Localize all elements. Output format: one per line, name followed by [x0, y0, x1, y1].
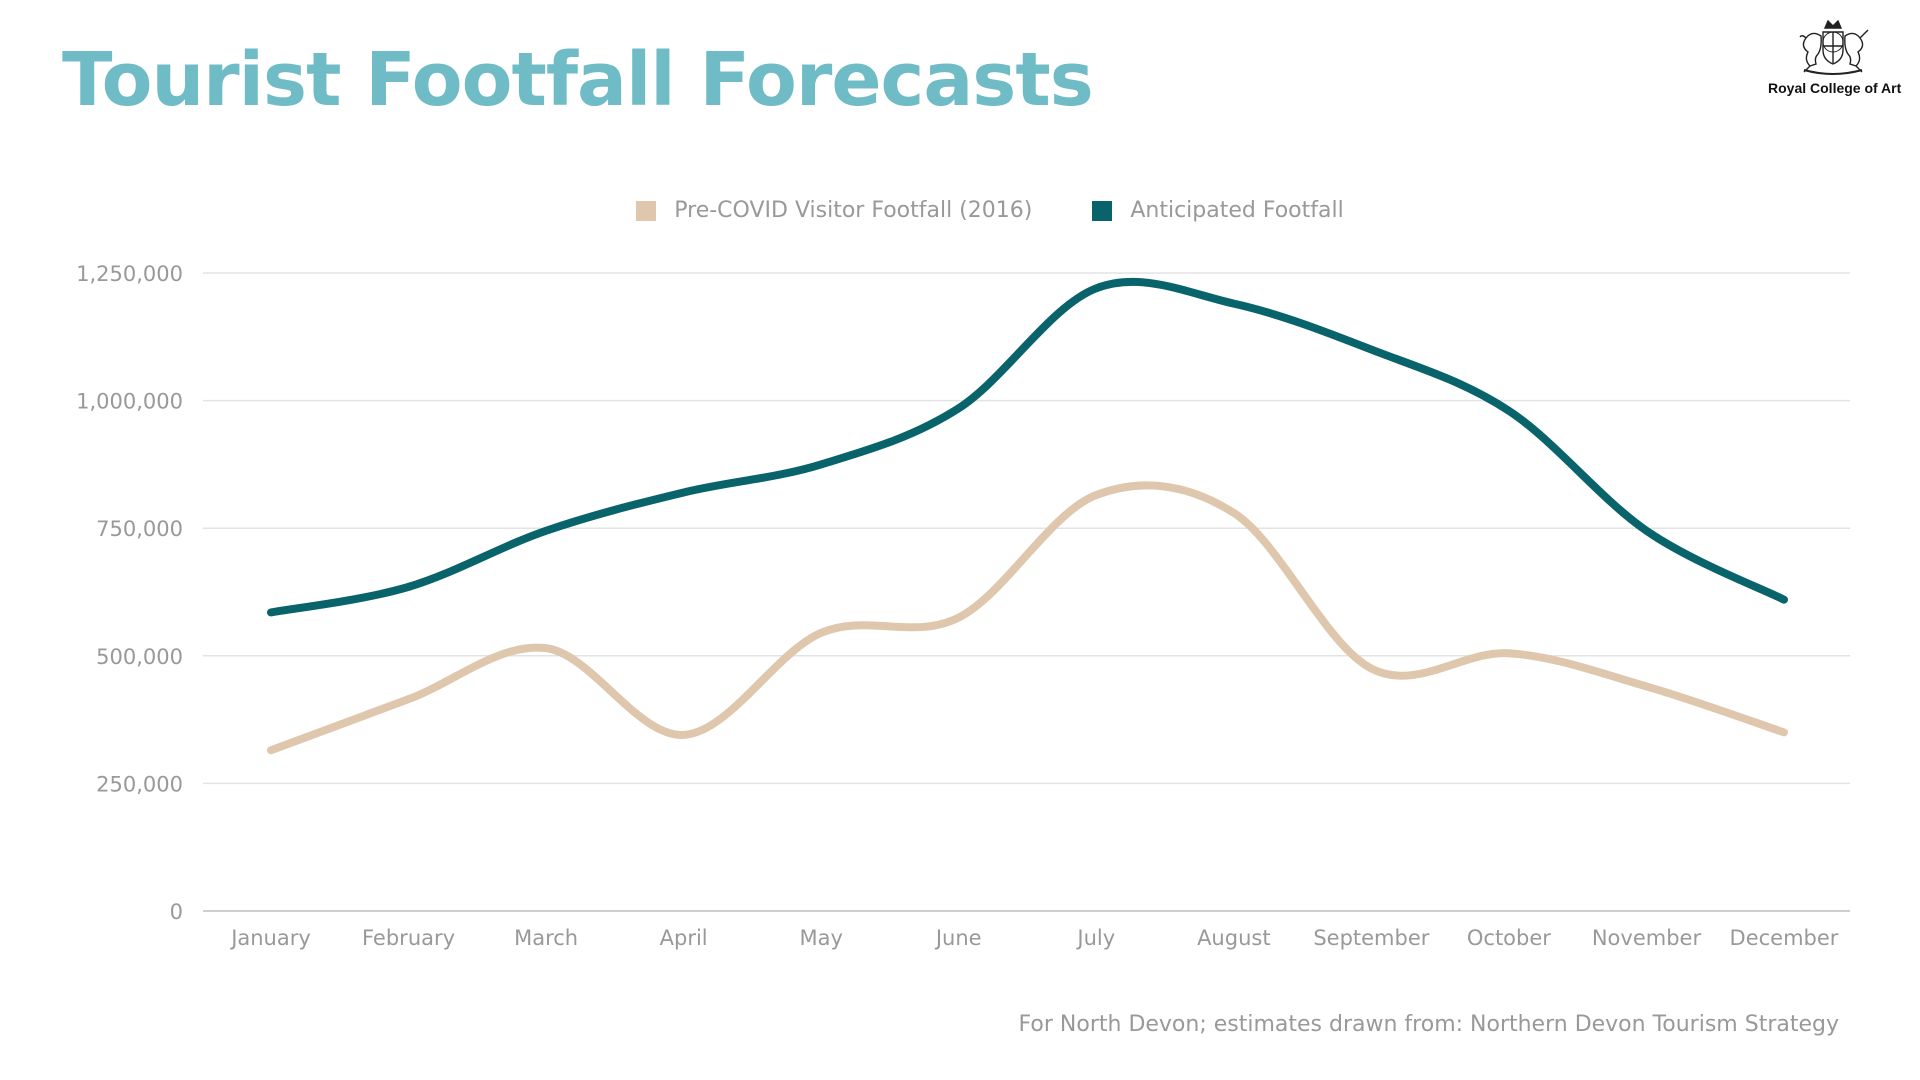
- y-tick-label: 1,250,000: [76, 262, 183, 286]
- y-tick-label: 750,000: [96, 517, 183, 541]
- x-tick-label: February: [362, 926, 455, 950]
- legend-label-anticipated: Anticipated Footfall: [1130, 198, 1344, 223]
- x-tick-label: January: [229, 926, 311, 950]
- y-tick-label: 500,000: [96, 645, 183, 669]
- x-tick-label: July: [1075, 926, 1115, 950]
- legend-swatch-pre-covid: [636, 200, 657, 221]
- x-tick-label: June: [934, 926, 982, 950]
- legend-item-pre-covid: Pre-COVID Visitor Footfall (2016): [636, 198, 1032, 223]
- series-line-anticipated: [267, 277, 1788, 617]
- y-tick-label: 250,000: [96, 772, 183, 796]
- y-tick-label: 0: [170, 900, 183, 924]
- royal-coat-of-arms-icon: [1799, 19, 1869, 75]
- x-tick-label: October: [1467, 926, 1551, 950]
- page-title: Tourist Footfall Forecasts: [62, 37, 1094, 123]
- x-tick-label: November: [1592, 926, 1702, 950]
- legend-label-pre-covid: Pre-COVID Visitor Footfall (2016): [674, 198, 1033, 223]
- x-tick-label: May: [799, 926, 842, 950]
- legend-swatch-anticipated: [1092, 200, 1113, 221]
- logo: Royal College of Art: [1768, 18, 1902, 96]
- x-tick-label: August: [1197, 926, 1271, 950]
- logo-text: Royal College of Art: [1768, 80, 1902, 96]
- x-tick-label: December: [1730, 926, 1839, 950]
- source-note: For North Devon; estimates drawn from: N…: [1018, 1012, 1839, 1037]
- y-tick-label: 1,000,000: [76, 390, 183, 414]
- x-tick-label: September: [1313, 926, 1429, 950]
- legend-item-anticipated: Anticipated Footfall: [1092, 198, 1344, 223]
- x-tick-label: April: [660, 926, 708, 950]
- x-tick-label: March: [514, 926, 578, 950]
- chart-legend: Pre-COVID Visitor Footfall (2016) Antici…: [0, 198, 1920, 223]
- series-line-pre-covid: [267, 481, 1788, 755]
